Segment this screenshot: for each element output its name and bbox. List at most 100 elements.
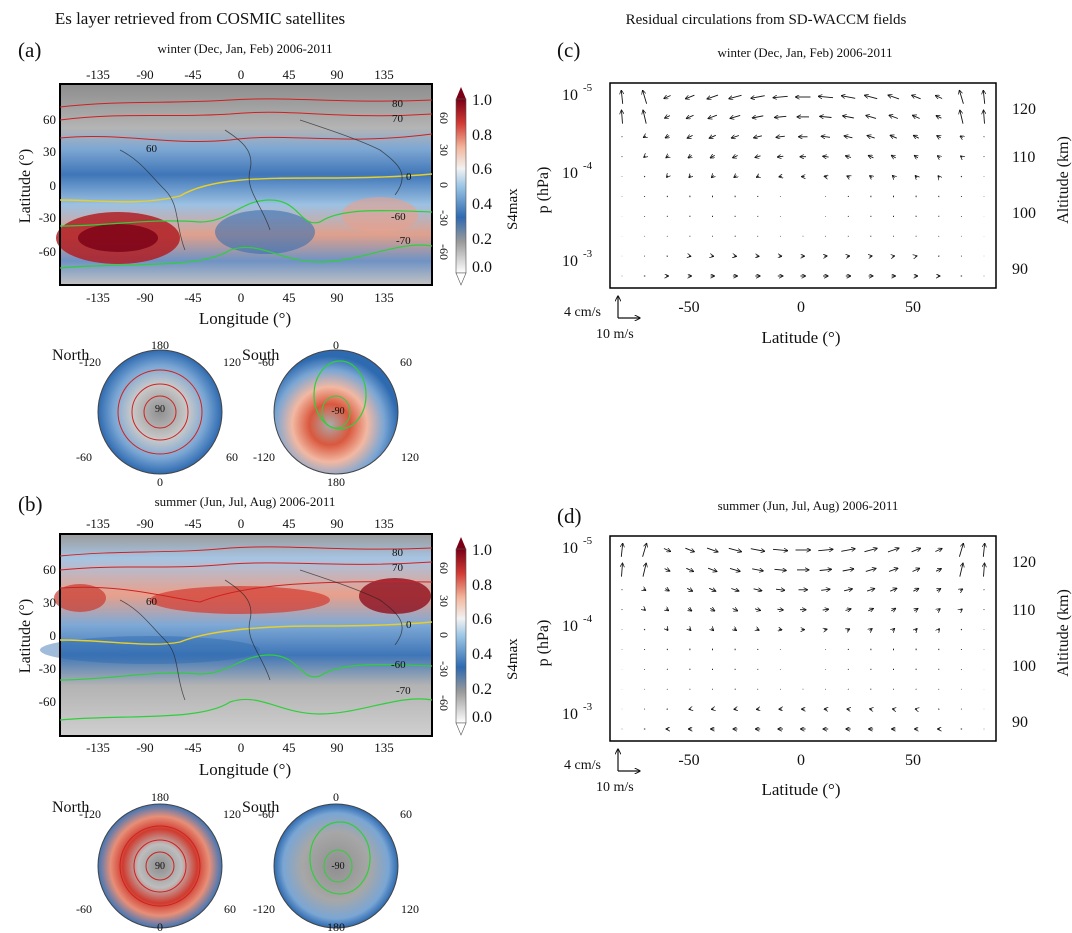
wind-vector xyxy=(915,629,917,631)
wind-vector xyxy=(734,629,737,631)
polar-center: -90 xyxy=(331,406,344,417)
polar-title: South xyxy=(242,347,279,364)
contour-label: 70 xyxy=(392,113,404,125)
wind-vector xyxy=(847,688,849,690)
wind-vector xyxy=(938,629,939,631)
wind-vector xyxy=(935,96,943,99)
wind-vector xyxy=(706,547,718,552)
quiver-ylabel-d: p (hPa) xyxy=(535,620,552,667)
ytick-right: -60 xyxy=(437,695,451,711)
pressure-ticks-c: 10 -5 10 -4 10 -3 xyxy=(562,82,593,270)
wind-vector xyxy=(960,136,962,138)
wind-vector xyxy=(777,609,783,610)
wind-vector xyxy=(865,95,878,100)
polar-title: North xyxy=(52,347,89,364)
colorbar-tick: 0.8 xyxy=(472,577,492,594)
ytick-right: 60 xyxy=(437,562,451,574)
left-heading: Es layer retrieved from COSMIC satellite… xyxy=(55,9,345,28)
colorbar-b: 1.0 0.8 0.6 0.4 0.2 0.0 S4max xyxy=(455,537,521,736)
colorbar-tick: 0.6 xyxy=(472,611,492,628)
contour-70 xyxy=(59,561,433,571)
colorbar-label: S4max xyxy=(505,188,521,230)
wind-vector xyxy=(961,609,963,610)
wind-vector xyxy=(912,568,920,571)
xtick: -135 xyxy=(86,740,110,755)
polar-north-a: North 90 180 -120 120 -60 60 0 xyxy=(52,338,241,489)
polar-tick: 60 xyxy=(226,450,238,464)
colorbar-label: S4max xyxy=(505,638,521,680)
xtick: 45 xyxy=(283,67,296,82)
y2tick: 110 xyxy=(1012,149,1035,166)
secondary-maximum xyxy=(342,197,418,233)
contour-label: -60 xyxy=(391,659,406,671)
wind-vector xyxy=(644,156,646,157)
ytick-right: 0 xyxy=(437,632,451,638)
wind-vector xyxy=(750,548,765,552)
quiver-ylabel-c: p (hPa) xyxy=(535,167,552,214)
wind-vector xyxy=(936,116,942,119)
polar-tick: 0 xyxy=(333,790,339,804)
polar-tick: -120 xyxy=(253,902,275,916)
xtick: 135 xyxy=(374,67,394,82)
polar-title: South xyxy=(242,799,279,816)
wind-vector xyxy=(870,176,873,178)
contour-80 xyxy=(59,546,433,557)
wind-vector xyxy=(888,95,900,100)
wind-vector xyxy=(915,176,917,178)
wind-vector xyxy=(959,90,964,104)
wind-vector xyxy=(870,688,872,690)
y2tick: 120 xyxy=(1012,554,1036,571)
polar-tick: -120 xyxy=(79,807,101,821)
colorbar-tick: 0.4 xyxy=(472,646,492,663)
wind-vector xyxy=(983,609,985,611)
wind-vector xyxy=(643,90,648,104)
wind-vector xyxy=(841,549,855,552)
wind-vector xyxy=(821,589,830,590)
wind-vector xyxy=(776,136,785,137)
polar-tick: -60 xyxy=(76,902,92,916)
wind-vector xyxy=(891,608,895,611)
wind-vector xyxy=(938,176,939,178)
y2tick: 100 xyxy=(1012,205,1036,222)
ytick: 10 xyxy=(562,165,578,182)
wind-vector xyxy=(688,609,692,611)
wind-vector xyxy=(757,235,759,237)
ytick: -30 xyxy=(39,661,56,676)
wind-vector xyxy=(664,96,671,99)
wind-vector xyxy=(913,115,920,118)
wind-vector xyxy=(710,155,714,158)
xtick: -135 xyxy=(86,290,110,305)
wind-vector xyxy=(868,156,874,158)
xtick: 135 xyxy=(374,290,394,305)
ytick-right: 0 xyxy=(437,182,451,188)
wind-vector xyxy=(777,156,784,157)
wind-vector xyxy=(824,629,827,630)
wind-vector xyxy=(870,235,872,237)
y2tick: 100 xyxy=(1012,658,1036,675)
ytick-right: -60 xyxy=(437,244,451,260)
ytick-right: 30 xyxy=(437,595,451,607)
polar-tick: 60 xyxy=(400,355,412,369)
wind-vector xyxy=(818,96,834,97)
panel-label-d: (d) xyxy=(557,504,582,528)
wind-vector xyxy=(756,176,759,177)
quiver-xlabel-c: Latitude (°) xyxy=(761,328,840,347)
wind-vector xyxy=(983,136,985,138)
xtick: -90 xyxy=(136,290,153,305)
wind-vector xyxy=(643,110,647,124)
summer-maximum-west xyxy=(54,584,106,612)
ytick: 10 xyxy=(562,540,578,557)
xtick: 45 xyxy=(283,516,296,531)
wind-vector xyxy=(847,629,850,630)
polar-tick: 180 xyxy=(151,338,169,352)
wind-vector xyxy=(820,116,832,117)
xtick: 0 xyxy=(238,740,245,755)
wind-vector xyxy=(754,609,761,611)
wind-vector xyxy=(961,156,963,157)
wind-vector xyxy=(775,589,785,590)
xtick: 0 xyxy=(797,299,805,316)
wind-vector xyxy=(937,589,941,591)
wind-vector xyxy=(823,156,829,157)
contour-minus70 xyxy=(59,244,433,269)
